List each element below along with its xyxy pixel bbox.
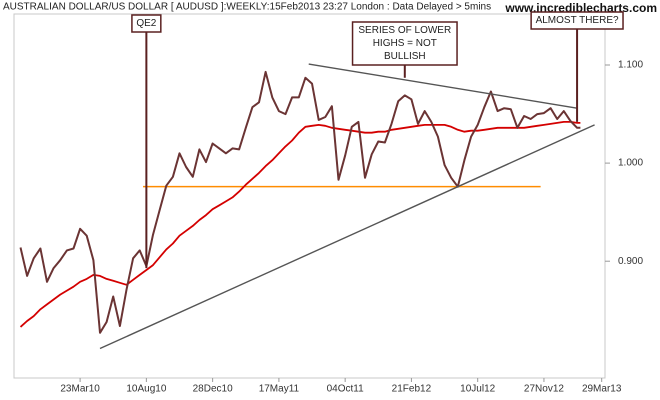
annotation-text: HIGHS = NOT (373, 38, 437, 49)
x-tick-label: 23Mar10 (60, 384, 100, 395)
x-tick-label: 29Mar13 (582, 384, 622, 395)
y-tick-label: 1.100 (618, 60, 643, 71)
x-tick-label: 10Aug10 (126, 384, 166, 395)
chart-title: AUSTRALIAN DOLLAR/US DOLLAR [ AUDUSD ]:W… (3, 2, 491, 13)
annotation-text: ALMOST THERE? (536, 15, 619, 26)
annotation-text: BULLISH (384, 51, 426, 62)
x-tick-label: 21Feb12 (392, 384, 432, 395)
trendline (308, 63, 578, 109)
x-tick-label: 04Oct11 (327, 384, 364, 395)
annotation-box (530, 11, 624, 30)
annotation-text: QE2 (136, 18, 156, 29)
y-tick-label: 1.000 (618, 158, 643, 169)
trendline (99, 124, 595, 350)
price-line (19, 121, 581, 328)
annotation-text: SERIES OF LOWER (358, 25, 451, 36)
y-tick-label: 0.900 (618, 256, 643, 267)
x-tick-label: 27Nov12 (524, 384, 564, 395)
plot-frame (13, 13, 606, 379)
annotation-box (351, 21, 458, 66)
x-tick-label: 17May11 (259, 384, 300, 395)
x-tick-label: 28Dec10 (193, 384, 233, 395)
annotation-box (131, 14, 162, 33)
x-tick-label: 10Jul12 (460, 384, 495, 395)
